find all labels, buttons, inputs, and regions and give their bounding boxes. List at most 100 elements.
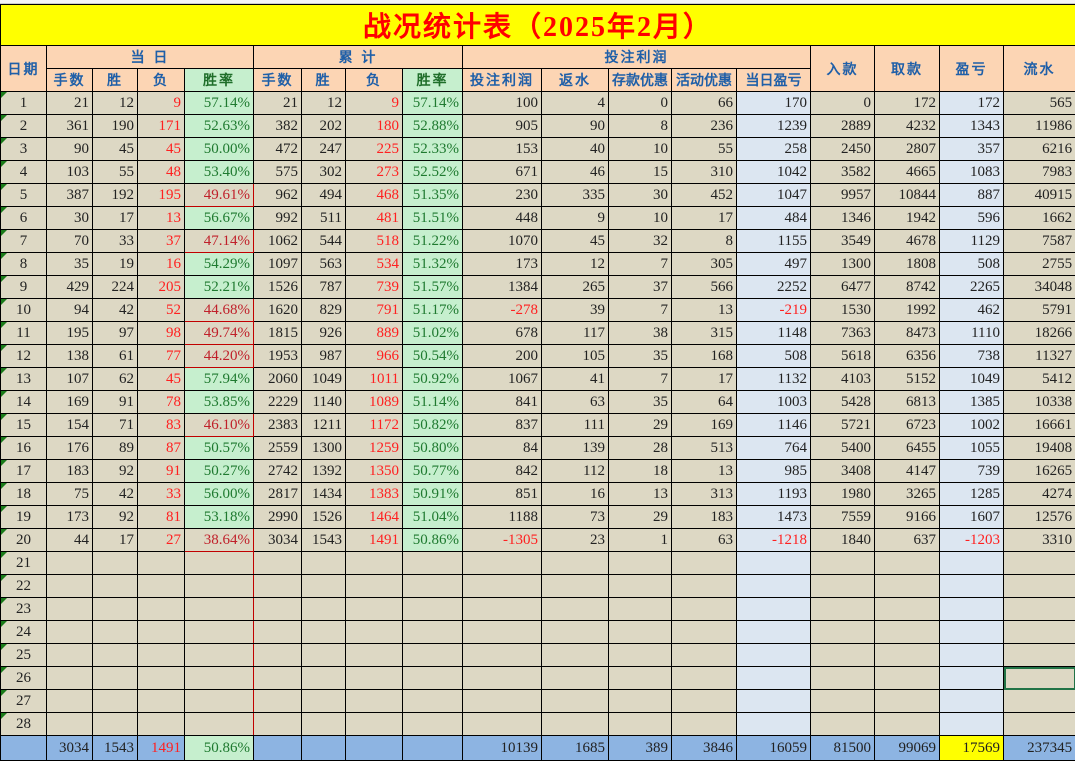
data-cell[interactable]: 544 [302, 230, 346, 253]
data-cell[interactable]: 195 [47, 322, 93, 345]
data-cell[interactable]: 1239 [737, 115, 811, 138]
data-cell[interactable]: 787 [302, 276, 346, 299]
data-cell[interactable]: 518 [346, 230, 403, 253]
data-cell[interactable]: 19 [93, 253, 138, 276]
data-cell[interactable] [302, 575, 346, 598]
data-cell[interactable] [403, 552, 463, 575]
data-cell[interactable] [302, 552, 346, 575]
data-cell[interactable]: 84 [463, 437, 542, 460]
data-cell[interactable]: 70 [47, 230, 93, 253]
data-cell[interactable] [93, 575, 138, 598]
subheader-cell[interactable]: 当日盈亏 [737, 69, 811, 92]
data-cell[interactable] [672, 644, 737, 667]
data-cell[interactable] [346, 575, 403, 598]
data-cell[interactable]: 4274 [1004, 483, 1075, 506]
data-cell[interactable] [463, 621, 542, 644]
data-cell[interactable] [875, 621, 940, 644]
data-cell[interactable] [346, 667, 403, 690]
data-cell[interactable]: 10 [609, 138, 672, 161]
data-cell[interactable]: 29 [609, 414, 672, 437]
header-pnl[interactable]: 盈亏 [940, 46, 1004, 92]
data-cell[interactable]: 97 [93, 322, 138, 345]
data-cell[interactable]: 0 [609, 92, 672, 115]
data-cell[interactable]: 51.32% [403, 253, 463, 276]
data-cell[interactable] [672, 667, 737, 690]
data-cell[interactable]: 6216 [1004, 138, 1075, 161]
data-cell[interactable]: 8 [672, 230, 737, 253]
data-cell[interactable]: 1464 [346, 506, 403, 529]
data-cell[interactable]: 1607 [940, 506, 1004, 529]
data-cell[interactable]: 13 [609, 483, 672, 506]
data-cell[interactable] [302, 667, 346, 690]
data-cell[interactable]: 671 [463, 161, 542, 184]
data-cell[interactable]: 1070 [463, 230, 542, 253]
date-cell[interactable]: 23 [1, 598, 47, 621]
data-cell[interactable]: 6356 [875, 345, 940, 368]
data-cell[interactable] [463, 575, 542, 598]
data-cell[interactable]: 236 [672, 115, 737, 138]
data-cell[interactable]: 3034 [254, 529, 302, 552]
data-cell[interactable] [138, 644, 185, 667]
data-cell[interactable]: 81 [138, 506, 185, 529]
data-cell[interactable] [737, 621, 811, 644]
data-cell[interactable]: 52.52% [403, 161, 463, 184]
data-cell[interactable]: 50.91% [403, 483, 463, 506]
data-cell[interactable] [609, 598, 672, 621]
data-cell[interactable]: 51.51% [403, 207, 463, 230]
date-cell[interactable]: 21 [1, 552, 47, 575]
date-cell[interactable]: 8 [1, 253, 47, 276]
data-cell[interactable]: 9 [542, 207, 609, 230]
data-cell[interactable]: 575 [254, 161, 302, 184]
data-cell[interactable]: 2559 [254, 437, 302, 460]
data-cell[interactable] [254, 552, 302, 575]
data-cell[interactable] [403, 575, 463, 598]
data-cell[interactable]: 39 [542, 299, 609, 322]
data-cell[interactable]: 10844 [875, 184, 940, 207]
data-cell[interactable]: 1193 [737, 483, 811, 506]
data-cell[interactable]: 1526 [302, 506, 346, 529]
data-cell[interactable] [672, 552, 737, 575]
data-cell[interactable]: 11986 [1004, 115, 1075, 138]
data-cell[interactable] [302, 644, 346, 667]
data-cell[interactable]: 21 [47, 92, 93, 115]
data-cell[interactable]: 44 [47, 529, 93, 552]
data-cell[interactable] [672, 621, 737, 644]
data-cell[interactable]: 3582 [811, 161, 875, 184]
data-cell[interactable] [185, 713, 254, 736]
data-cell[interactable]: 107 [47, 368, 93, 391]
data-cell[interactable]: 98 [138, 322, 185, 345]
data-cell[interactable]: 103 [47, 161, 93, 184]
data-cell[interactable]: 8742 [875, 276, 940, 299]
data-cell[interactable]: 90 [47, 138, 93, 161]
data-cell[interactable]: 389 [609, 736, 672, 761]
data-cell[interactable] [254, 713, 302, 736]
data-cell[interactable]: 6723 [875, 414, 940, 437]
data-cell[interactable]: 64 [672, 391, 737, 414]
data-cell[interactable]: 28 [609, 437, 672, 460]
data-cell[interactable] [346, 598, 403, 621]
date-cell[interactable]: 4 [1, 161, 47, 184]
data-cell[interactable]: 429 [47, 276, 93, 299]
data-cell[interactable] [940, 598, 1004, 621]
data-cell[interactable]: 382 [254, 115, 302, 138]
data-cell[interactable] [672, 575, 737, 598]
data-cell[interactable]: 1285 [940, 483, 1004, 506]
data-cell[interactable]: 12 [542, 253, 609, 276]
data-cell[interactable] [302, 713, 346, 736]
data-cell[interactable] [403, 690, 463, 713]
data-cell[interactable]: 508 [737, 345, 811, 368]
data-cell[interactable]: 1491 [138, 736, 185, 761]
date-cell[interactable]: 13 [1, 368, 47, 391]
data-cell[interactable] [737, 713, 811, 736]
data-cell[interactable]: 35 [47, 253, 93, 276]
data-cell[interactable]: 764 [737, 437, 811, 460]
data-cell[interactable]: 1346 [811, 207, 875, 230]
date-cell[interactable]: 10 [1, 299, 47, 322]
data-cell[interactable]: 4147 [875, 460, 940, 483]
data-cell[interactable] [138, 575, 185, 598]
data-cell[interactable] [609, 713, 672, 736]
data-cell[interactable]: 2742 [254, 460, 302, 483]
data-cell[interactable]: 534 [346, 253, 403, 276]
data-cell[interactable]: 962 [254, 184, 302, 207]
data-cell[interactable] [875, 575, 940, 598]
